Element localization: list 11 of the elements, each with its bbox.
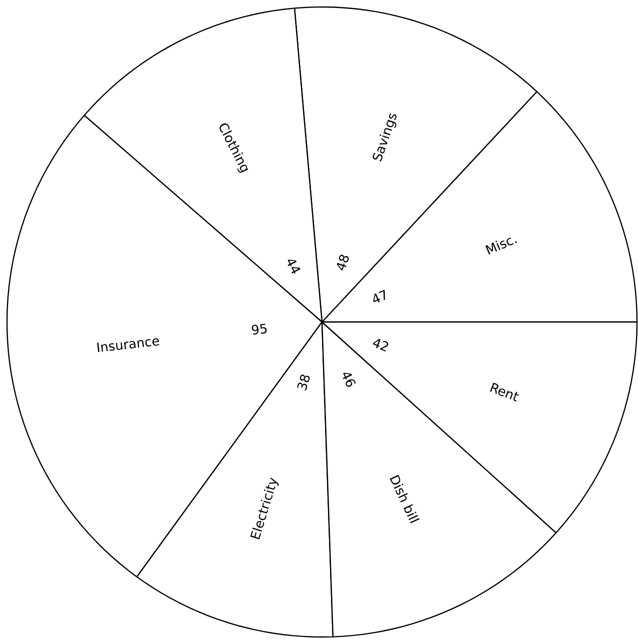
data-label: 38 [297, 374, 310, 390]
data-label: 46 [343, 372, 356, 387]
slice-label: Misc. [486, 238, 517, 255]
data-label: 44 [288, 260, 301, 274]
slice-label: Dish bill [390, 474, 420, 524]
data-label: 48 [337, 254, 349, 270]
data-label: 47 [374, 290, 386, 303]
data-label: 95 [252, 324, 267, 335]
slice-label: Insurance [97, 338, 160, 352]
slice-label: Rent [490, 382, 519, 402]
data-label: 42 [372, 338, 388, 352]
